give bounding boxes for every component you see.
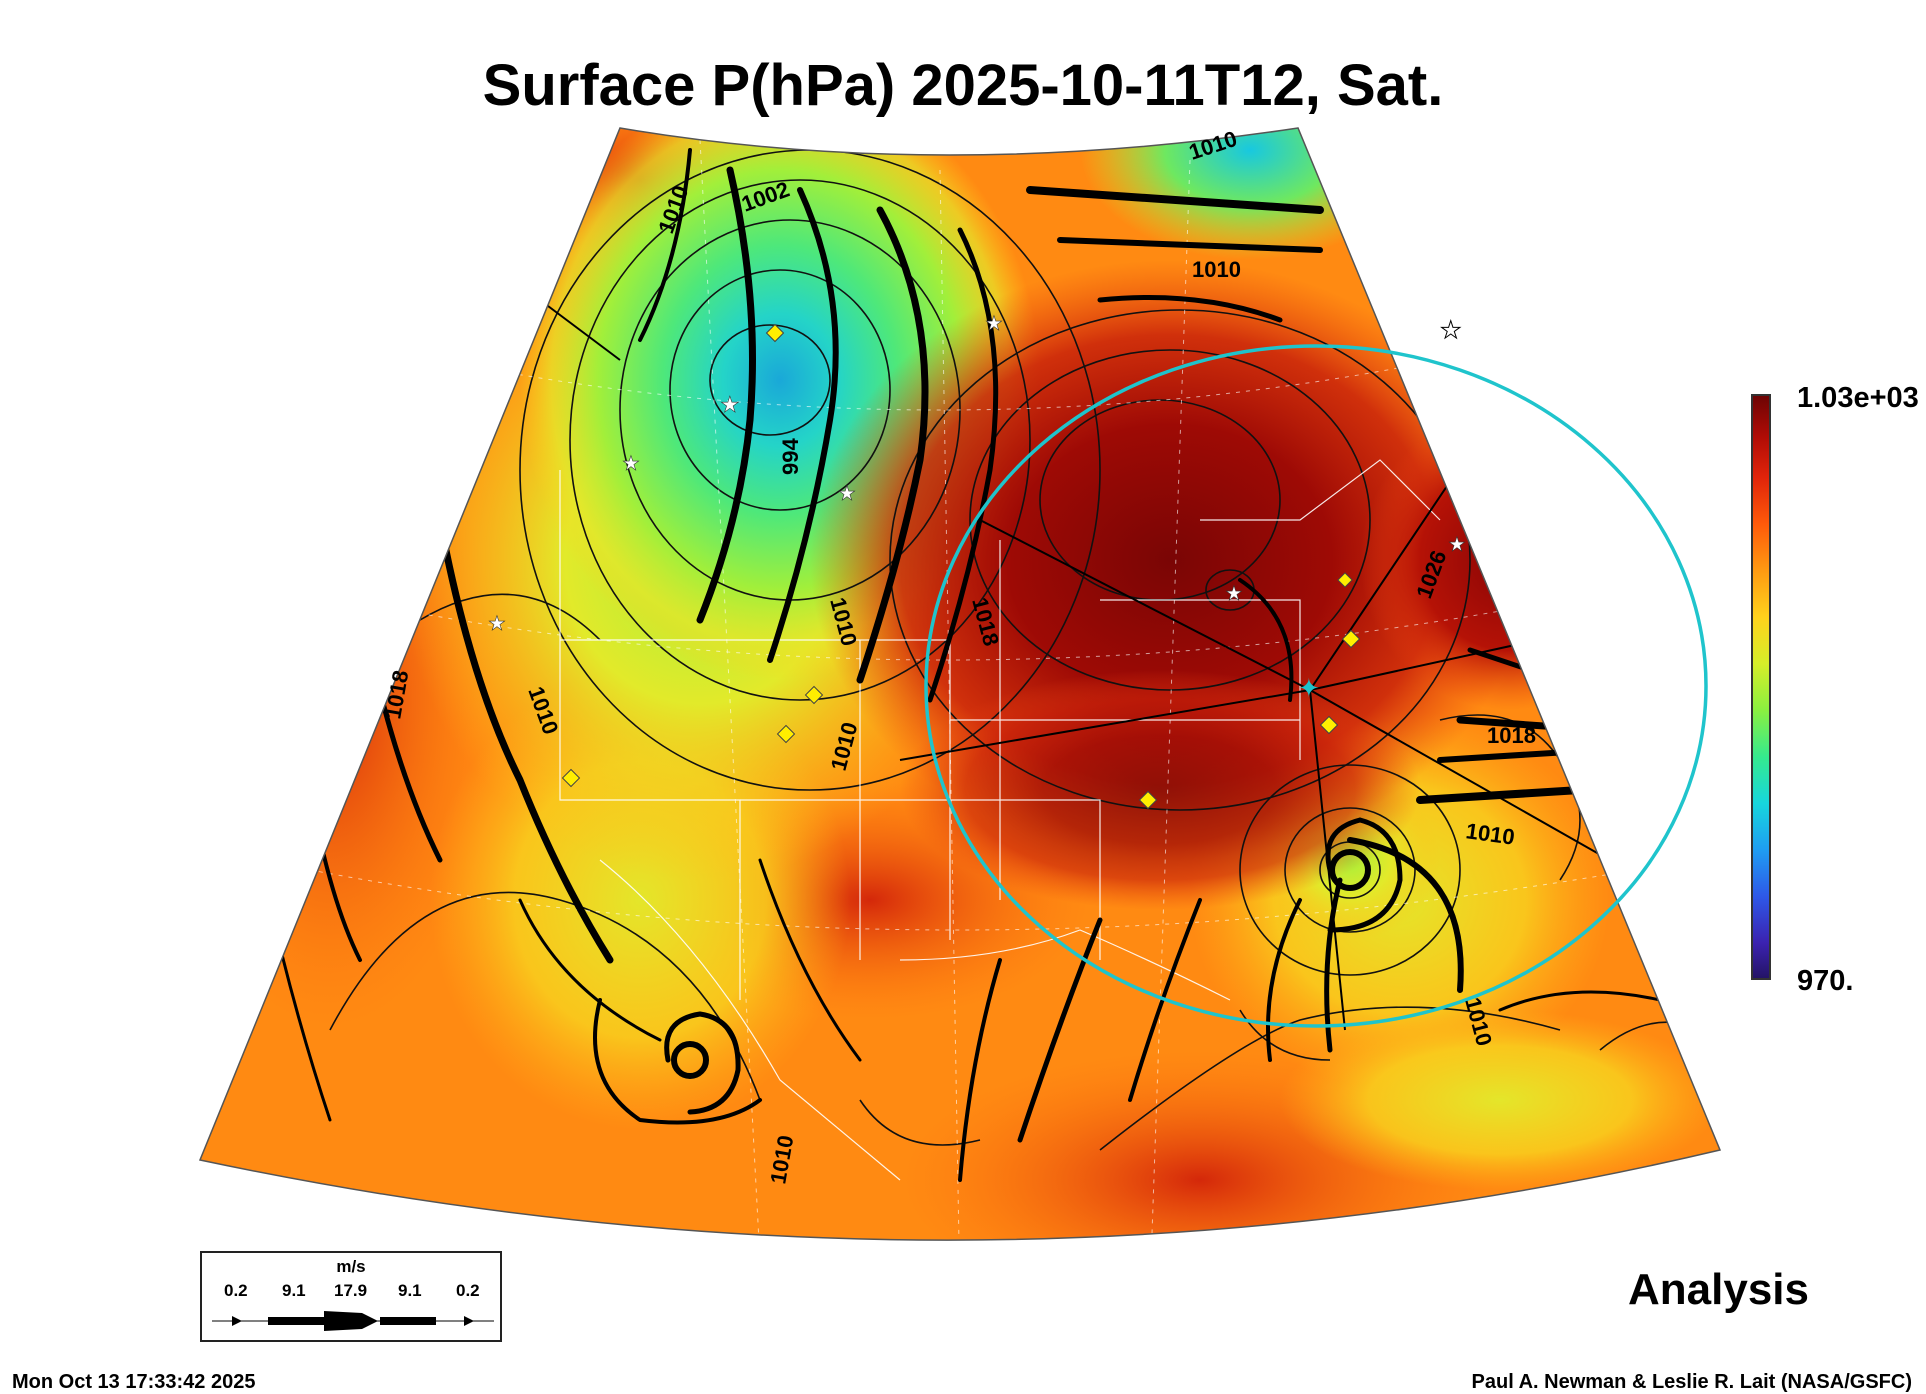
diamond-icon <box>765 323 785 343</box>
star-icon: ★ <box>985 313 1003 335</box>
lat-lon-grid <box>259 139 1691 1241</box>
star-icon: ★ <box>1225 583 1243 605</box>
wind-legend-value: 9.1 <box>282 1281 306 1300</box>
diamond-icon <box>1341 629 1361 649</box>
timestamp: Mon Oct 13 17:33:42 2025 <box>12 1371 256 1393</box>
credit: Paul A. Newman & Leslie R. Lait (NASA/GS… <box>1471 1371 1912 1393</box>
center-star-icon: ✦ <box>1298 673 1320 703</box>
star-icon: ★ <box>488 613 506 635</box>
star-icon: ★ <box>622 453 640 475</box>
wind-legend-arrows <box>212 1311 494 1331</box>
diamond-icon <box>561 768 581 788</box>
diamond-icon <box>804 685 824 705</box>
star-icon: ★ <box>1440 317 1462 344</box>
map-sector-outline <box>198 127 1722 1241</box>
star-icon: ★ <box>838 483 856 505</box>
contour-label: 1010 <box>1192 257 1241 282</box>
wind-legend-unit: m/s <box>336 1257 366 1276</box>
station-markers: ★ ★ ★ ★ ★ ★ ★ ★ <box>488 313 1467 636</box>
wind-legend-value: 0.2 <box>456 1281 480 1300</box>
wind-legend-value: 0.2 <box>224 1281 248 1300</box>
colorbar-max-label: 1.03e+03 <box>1797 382 1919 414</box>
contour-label: 1018 <box>1487 723 1536 748</box>
star-icon: ★ <box>1448 534 1466 556</box>
range-ring <box>924 344 1708 1028</box>
contour-label: 994 <box>778 438 803 475</box>
waypoint-markers <box>561 323 1361 810</box>
colorbar-min-label: 970. <box>1797 965 1854 997</box>
wind-legend-value: 9.1 <box>398 1281 422 1300</box>
diamond-icon <box>1337 572 1353 588</box>
diamond-icon <box>776 724 796 744</box>
diamond-icon <box>1138 790 1158 810</box>
map-title: Surface P(hPa) 2025-10-11T12, Sat. <box>482 53 1444 118</box>
colorbar <box>1751 394 1771 980</box>
wind-legend-value: 17.9 <box>334 1281 368 1300</box>
diamond-icon <box>1319 715 1339 735</box>
star-icon: ★ <box>720 392 740 417</box>
analysis-label: Analysis <box>1628 1265 1809 1314</box>
wind-legend: m/s 0.2 9.1 17.9 9.1 0.2 <box>200 1251 502 1342</box>
